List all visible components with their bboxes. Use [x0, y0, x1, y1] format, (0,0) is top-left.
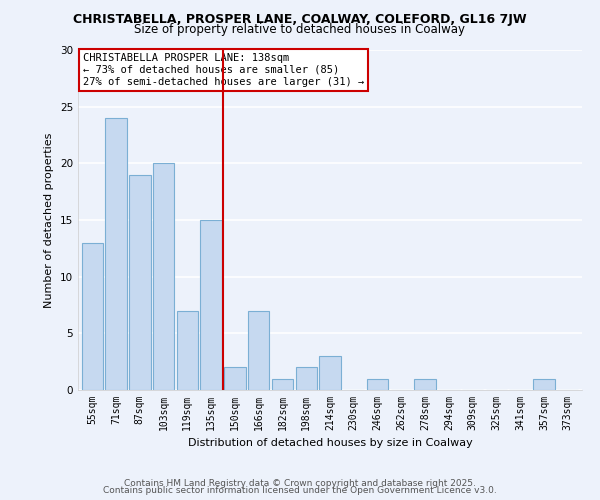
- Text: CHRISTABELLA PROSPER LANE: 138sqm
← 73% of detached houses are smaller (85)
27% : CHRISTABELLA PROSPER LANE: 138sqm ← 73% …: [83, 54, 364, 86]
- Bar: [319, 356, 341, 390]
- Bar: [82, 242, 103, 390]
- Text: CHRISTABELLA, PROSPER LANE, COALWAY, COLEFORD, GL16 7JW: CHRISTABELLA, PROSPER LANE, COALWAY, COL…: [73, 12, 527, 26]
- Text: Contains public sector information licensed under the Open Government Licence v3: Contains public sector information licen…: [103, 486, 497, 495]
- Bar: [248, 310, 269, 390]
- Bar: [200, 220, 222, 390]
- Bar: [129, 174, 151, 390]
- Bar: [176, 310, 198, 390]
- Text: Size of property relative to detached houses in Coalway: Size of property relative to detached ho…: [134, 22, 466, 36]
- Bar: [533, 378, 554, 390]
- X-axis label: Distribution of detached houses by size in Coalway: Distribution of detached houses by size …: [188, 438, 472, 448]
- Bar: [367, 378, 388, 390]
- Bar: [296, 368, 317, 390]
- Y-axis label: Number of detached properties: Number of detached properties: [44, 132, 55, 308]
- Bar: [415, 378, 436, 390]
- Bar: [224, 368, 245, 390]
- Text: Contains HM Land Registry data © Crown copyright and database right 2025.: Contains HM Land Registry data © Crown c…: [124, 478, 476, 488]
- Bar: [272, 378, 293, 390]
- Bar: [153, 164, 174, 390]
- Bar: [106, 118, 127, 390]
